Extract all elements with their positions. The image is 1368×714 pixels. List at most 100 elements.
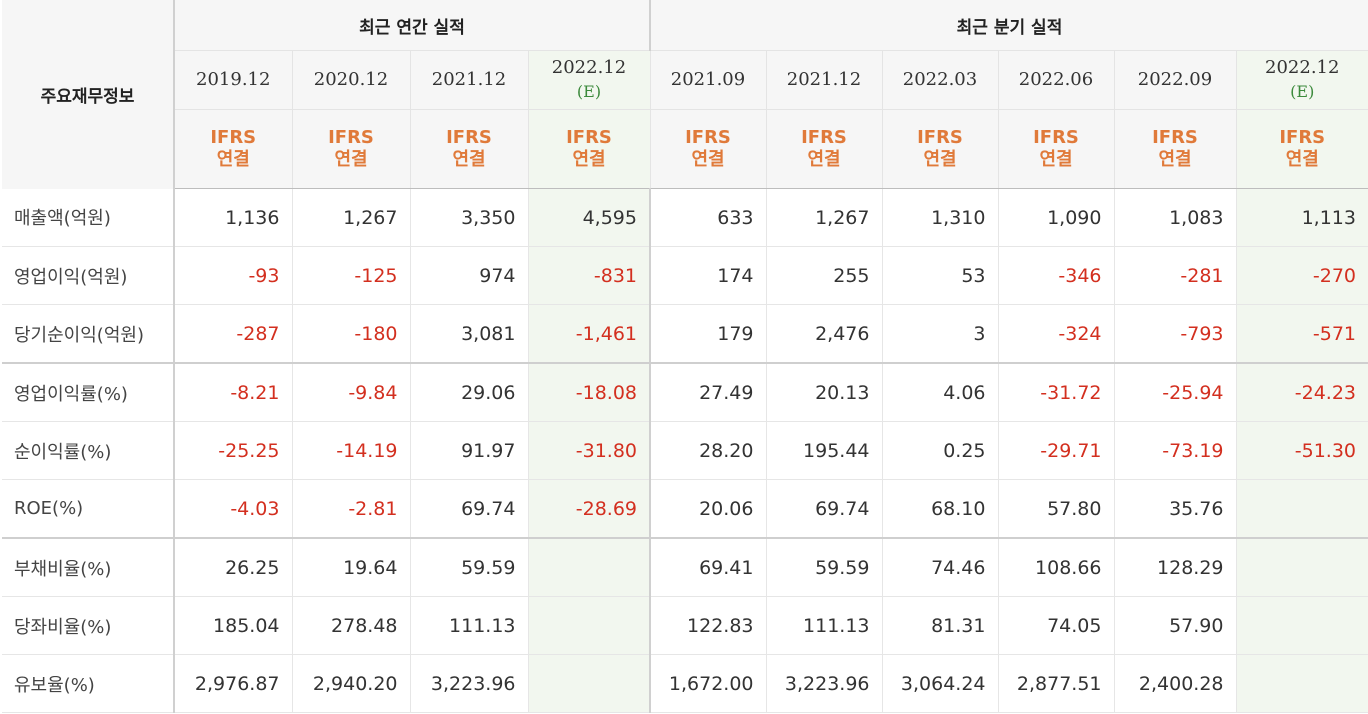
row-label: 유보율(%) [2,654,175,713]
quarterly-value: -29.71 [998,421,1115,480]
quarterly-value: 1,672.00 [650,654,767,713]
quarterly-value: 59.59 [766,538,883,597]
annual-value: 59.59 [410,538,529,597]
quarterly-value: -571 [1236,304,1368,364]
quarterly-value: 74.05 [998,596,1115,655]
ifrs-badge: IFRS 연결 [1236,109,1368,189]
quarterly-value: 179 [650,304,767,364]
annual-period-3: 2022.12 (E) [528,50,651,110]
consolidated-label: 연결 [691,149,725,170]
annual-value: 3,081 [410,304,529,364]
ifrs-label: IFRS [917,127,963,148]
ifrs-label: IFRS [685,127,731,148]
quarterly-value: 2,877.51 [998,654,1115,713]
ifrs-badge: IFRS 연결 [766,109,883,189]
ifrs-badge: IFRS 연결 [292,109,411,189]
annual-value: 2,976.87 [174,654,293,713]
quarterly-value: 69.41 [650,538,767,597]
quarterly-value: 108.66 [998,538,1115,597]
quarterly-value: 1,310 [882,188,999,247]
quarterly-period-3: 2022.06 [998,50,1115,110]
row-label: ROE(%) [2,479,175,539]
estimate-mark: (E) [1290,82,1315,101]
quarterly-value: 81.31 [882,596,999,655]
annual-value: 278.48 [292,596,411,655]
ifrs-label: IFRS [328,127,374,148]
quarterly-value: 255 [766,246,883,305]
period-label: 2022.12 [1265,57,1340,78]
table-row: 당기순이익(억원) -287 -180 3,081 -1,461 179 2,476 3 -32… [2,304,1368,364]
table-row: 유보율(%) 2,976.87 2,940.20 3,223.96 1,672.00 3,… [2,654,1368,713]
ifrs-badge: IFRS 연결 [410,109,529,189]
quarterly-value: 0.25 [882,421,999,480]
annual-value: 1,267 [292,188,411,247]
quarterly-value: -324 [998,304,1115,364]
quarterly-value: 20.13 [766,363,883,422]
quarterly-value: 3,064.24 [882,654,999,713]
quarterly-value: 633 [650,188,767,247]
annual-value: -18.08 [528,363,651,422]
annual-value: -93 [174,246,293,305]
annual-value: 1,136 [174,188,293,247]
consolidated-label: 연결 [1039,149,1073,170]
table-row: 당좌비율(%) 185.04 278.48 111.13 122.83 111.13 81.… [2,596,1368,655]
quarterly-value [1236,538,1368,597]
annual-value: 3,223.96 [410,654,529,713]
annual-results-header: 최근 연간 실적 [174,0,651,51]
quarterly-value: -281 [1114,246,1237,305]
quarterly-period-5: 2022.12 (E) [1236,50,1368,110]
quarterly-value: 1,083 [1114,188,1237,247]
period-label: 2020.12 [313,69,389,90]
row-label: 부채비율(%) [2,538,175,597]
consolidated-label: 연결 [923,149,957,170]
quarterly-value: 57.80 [998,479,1115,539]
annual-value: -4.03 [174,479,293,539]
quarterly-value: -346 [998,246,1115,305]
ifrs-badge: IFRS 연결 [528,109,651,189]
quarterly-value: 69.74 [766,479,883,539]
annual-value: 69.74 [410,479,529,539]
annual-value: 19.64 [292,538,411,597]
ifrs-badge: IFRS 연결 [174,109,293,189]
table-header-label: 주요재무정보 [2,0,175,189]
quarterly-value: -270 [1236,246,1368,305]
annual-value [528,538,651,597]
quarterly-value: -31.72 [998,363,1115,422]
quarterly-period-2: 2022.03 [882,50,999,110]
quarterly-value [1236,479,1368,539]
annual-period-1: 2020.12 [292,50,411,110]
annual-value: -831 [528,246,651,305]
quarterly-value: 27.49 [650,363,767,422]
quarterly-value: -793 [1114,304,1237,364]
row-label: 당기순이익(억원) [2,304,175,364]
table-row: 영업이익률(%) -8.21 -9.84 29.06 -18.08 27.49 20.13 4… [2,363,1368,422]
annual-value: 974 [410,246,529,305]
ifrs-label: IFRS [566,127,612,148]
quarterly-value: 111.13 [766,596,883,655]
quarterly-value: 1,267 [766,188,883,247]
period-label: 2019.12 [196,69,271,90]
annual-value [528,654,651,713]
quarterly-value: 3 [882,304,999,364]
annual-value: 26.25 [174,538,293,597]
quarterly-value: 4.06 [882,363,999,422]
annual-value: -2.81 [292,479,411,539]
quarterly-period-4: 2022.09 [1114,50,1237,110]
row-label: 순이익률(%) [2,421,175,480]
annual-value: 91.97 [410,421,529,480]
annual-value: -287 [174,304,293,364]
annual-value: 185.04 [174,596,293,655]
ifrs-label: IFRS [1279,127,1326,148]
consolidated-label: 연결 [334,149,368,170]
period-label: 2022.03 [902,69,978,90]
consolidated-label: 연결 [572,149,606,170]
quarterly-value: 20.06 [650,479,767,539]
ifrs-badge: IFRS 연결 [1114,109,1237,189]
quarterly-value: 1,113 [1236,188,1368,247]
quarterly-value: 2,400.28 [1114,654,1237,713]
quarterly-value: 174 [650,246,767,305]
quarterly-value: 3,223.96 [766,654,883,713]
period-label: 2022.06 [1018,69,1094,90]
ifrs-label: IFRS [801,127,847,148]
annual-value: -25.25 [174,421,293,480]
